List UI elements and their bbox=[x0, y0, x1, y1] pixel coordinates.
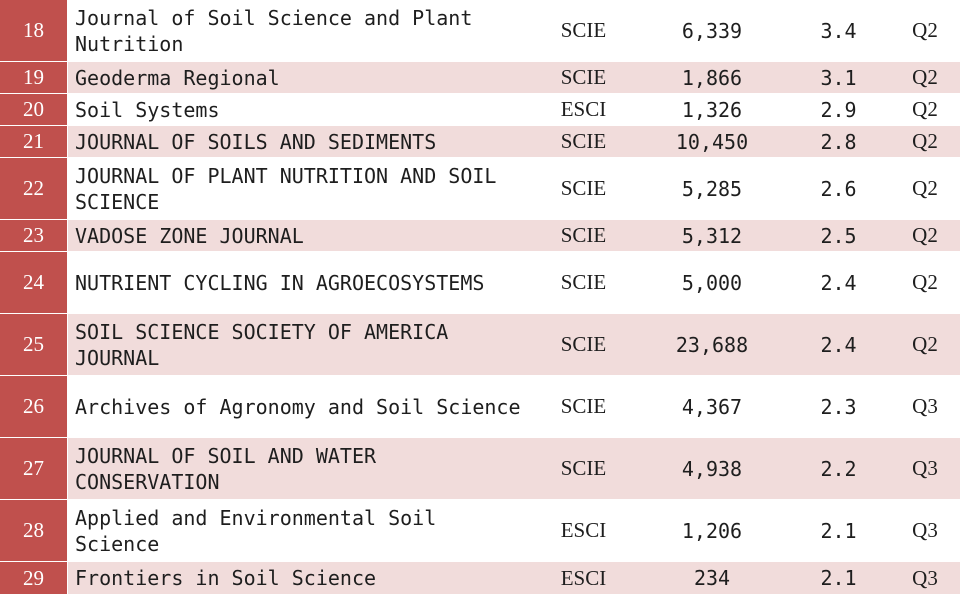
citations-cell: 1,326 bbox=[637, 94, 787, 126]
impact-factor-cell: 2.6 bbox=[787, 158, 890, 220]
index-cell: ESCI bbox=[530, 562, 637, 595]
citations-cell: 6,339 bbox=[637, 0, 787, 62]
quartile-cell: Q2 bbox=[890, 252, 960, 314]
quartile-cell: Q2 bbox=[890, 220, 960, 252]
index-cell: SCIE bbox=[530, 220, 637, 252]
citations-cell: 5,285 bbox=[637, 158, 787, 220]
journal-name: Soil Systems bbox=[75, 97, 220, 122]
impact-factor-cell: 2.3 bbox=[787, 376, 890, 438]
table-row: 27 JOURNAL OF SOIL AND WATER CONSERVATIO… bbox=[0, 438, 960, 500]
journal-name: VADOSE ZONE JOURNAL bbox=[75, 223, 304, 248]
impact-factor-cell: 2.4 bbox=[787, 314, 890, 376]
citations-cell: 1,206 bbox=[637, 500, 787, 562]
rank-cell: 18 bbox=[0, 0, 68, 62]
journal-name: Applied and Environmental Soil Science bbox=[75, 505, 437, 556]
rank-cell: 23 bbox=[0, 220, 68, 252]
journal-name: SOIL SCIENCE SOCIETY OF AMERICA JOURNAL bbox=[75, 319, 449, 370]
index-cell: SCIE bbox=[530, 314, 637, 376]
journal-name-cell: SOIL SCIENCE SOCIETY OF AMERICA JOURNAL bbox=[68, 314, 530, 376]
quartile-cell: Q2 bbox=[890, 62, 960, 94]
journal-name-cell: Applied and Environmental Soil Science bbox=[68, 500, 530, 562]
rank-cell: 26 bbox=[0, 376, 68, 438]
quartile-cell: Q2 bbox=[890, 94, 960, 126]
journal-name-cell: JOURNAL OF SOILS AND SEDIMENTS bbox=[68, 126, 530, 158]
journal-name: JOURNAL OF SOIL AND WATER CONSERVATION bbox=[75, 443, 377, 494]
index-cell: SCIE bbox=[530, 252, 637, 314]
citations-cell: 5,000 bbox=[637, 252, 787, 314]
index-cell: SCIE bbox=[530, 438, 637, 500]
rank-cell: 24 bbox=[0, 252, 68, 314]
table-row: 25 SOIL SCIENCE SOCIETY OF AMERICA JOURN… bbox=[0, 314, 960, 376]
citations-cell: 4,938 bbox=[637, 438, 787, 500]
citations-cell: 4,367 bbox=[637, 376, 787, 438]
impact-factor-cell: 2.2 bbox=[787, 438, 890, 500]
table-row: 28 Applied and Environmental Soil Scienc… bbox=[0, 500, 960, 562]
quartile-cell: Q3 bbox=[890, 438, 960, 500]
citations-cell: 234 bbox=[637, 562, 787, 595]
citations-cell: 10,450 bbox=[637, 126, 787, 158]
table-row: 22 JOURNAL OF PLANT NUTRITION AND SOIL S… bbox=[0, 158, 960, 220]
rank-cell: 25 bbox=[0, 314, 68, 376]
impact-factor-cell: 2.8 bbox=[787, 126, 890, 158]
quartile-cell: Q2 bbox=[890, 158, 960, 220]
journal-name-cell: Soil Systems bbox=[68, 94, 530, 126]
index-cell: ESCI bbox=[530, 500, 637, 562]
table-row: 26 Archives of Agronomy and Soil Science… bbox=[0, 376, 960, 438]
journal-name-cell: JOURNAL OF PLANT NUTRITION AND SOIL SCIE… bbox=[68, 158, 530, 220]
table-row: 24 NUTRIENT CYCLING IN AGROECOSYSTEMS SC… bbox=[0, 252, 960, 314]
journal-name: NUTRIENT CYCLING IN AGROECOSYSTEMS bbox=[75, 270, 485, 295]
impact-factor-cell: 2.9 bbox=[787, 94, 890, 126]
index-cell: SCIE bbox=[530, 62, 637, 94]
journal-name-cell: Frontiers in Soil Science bbox=[68, 562, 530, 595]
impact-factor-cell: 2.5 bbox=[787, 220, 890, 252]
impact-factor-cell: 2.4 bbox=[787, 252, 890, 314]
index-cell: SCIE bbox=[530, 0, 637, 62]
impact-factor-cell: 2.1 bbox=[787, 500, 890, 562]
table-row: 20 Soil Systems ESCI 1,326 2.9 Q2 bbox=[0, 94, 960, 126]
rank-cell: 28 bbox=[0, 500, 68, 562]
citations-cell: 1,866 bbox=[637, 62, 787, 94]
quartile-cell: Q2 bbox=[890, 314, 960, 376]
rank-cell: 20 bbox=[0, 94, 68, 126]
table-row: 29 Frontiers in Soil Science ESCI 234 2.… bbox=[0, 562, 960, 595]
rank-cell: 22 bbox=[0, 158, 68, 220]
citations-cell: 5,312 bbox=[637, 220, 787, 252]
index-cell: ESCI bbox=[530, 94, 637, 126]
index-cell: SCIE bbox=[530, 158, 637, 220]
table-row: 21 JOURNAL OF SOILS AND SEDIMENTS SCIE 1… bbox=[0, 126, 960, 158]
index-cell: SCIE bbox=[530, 126, 637, 158]
rank-cell: 27 bbox=[0, 438, 68, 500]
journal-name-cell: Archives of Agronomy and Soil Science bbox=[68, 376, 530, 438]
table-row: 19 Geoderma Regional SCIE 1,866 3.1 Q2 bbox=[0, 62, 960, 94]
journal-name: Geoderma Regional bbox=[75, 65, 280, 90]
journal-name-cell: JOURNAL OF SOIL AND WATER CONSERVATION bbox=[68, 438, 530, 500]
impact-factor-cell: 2.1 bbox=[787, 562, 890, 595]
journal-name: Archives of Agronomy and Soil Science bbox=[75, 394, 521, 419]
quartile-cell: Q3 bbox=[890, 376, 960, 438]
citations-cell: 23,688 bbox=[637, 314, 787, 376]
impact-factor-cell: 3.1 bbox=[787, 62, 890, 94]
quartile-cell: Q2 bbox=[890, 0, 960, 62]
table-row: 18 Journal of Soil Science and Plant Nut… bbox=[0, 0, 960, 62]
quartile-cell: Q2 bbox=[890, 126, 960, 158]
journal-name-cell: Geoderma Regional bbox=[68, 62, 530, 94]
journal-name: Journal of Soil Science and Plant Nutrit… bbox=[75, 5, 473, 56]
rank-cell: 19 bbox=[0, 62, 68, 94]
quartile-cell: Q3 bbox=[890, 500, 960, 562]
journal-name: Frontiers in Soil Science bbox=[75, 566, 377, 590]
impact-factor-cell: 3.4 bbox=[787, 0, 890, 62]
rank-cell: 29 bbox=[0, 562, 68, 595]
quartile-cell: Q3 bbox=[890, 562, 960, 595]
index-cell: SCIE bbox=[530, 376, 637, 438]
journal-name-cell: NUTRIENT CYCLING IN AGROECOSYSTEMS bbox=[68, 252, 530, 314]
journal-name: JOURNAL OF PLANT NUTRITION AND SOIL SCIE… bbox=[75, 163, 497, 214]
journal-name-cell: VADOSE ZONE JOURNAL bbox=[68, 220, 530, 252]
journal-name-cell: Journal of Soil Science and Plant Nutrit… bbox=[68, 0, 530, 62]
table-row: 23 VADOSE ZONE JOURNAL SCIE 5,312 2.5 Q2 bbox=[0, 220, 960, 252]
rank-cell: 21 bbox=[0, 126, 68, 158]
journal-name: JOURNAL OF SOILS AND SEDIMENTS bbox=[75, 129, 437, 154]
